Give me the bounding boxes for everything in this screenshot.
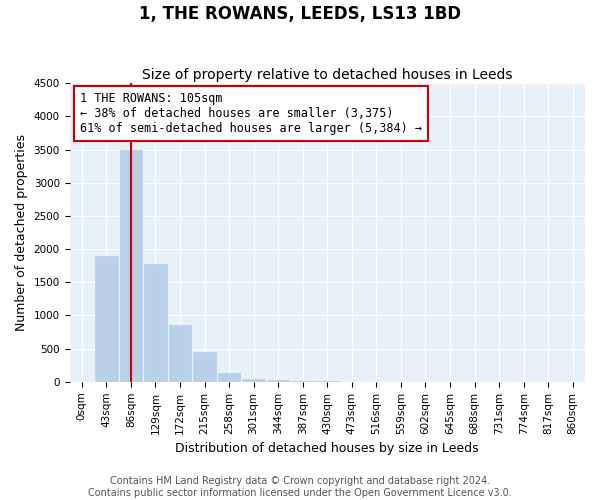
Bar (119, 150, 142, 382)
Bar (292, 381, 314, 382)
Text: 1 THE ROWANS: 105sqm
← 38% of detached houses are smaller (3,375)
61% of semi-de: 1 THE ROWANS: 105sqm ← 38% of detached h… (80, 92, 422, 135)
Bar (169, 326, 191, 382)
Bar (242, 378, 265, 382)
Title: Size of property relative to detached houses in Leeds: Size of property relative to detached ho… (142, 68, 512, 82)
Text: Contains HM Land Registry data © Crown copyright and database right 2024.
Contai: Contains HM Land Registry data © Crown c… (88, 476, 512, 498)
Bar (267, 380, 289, 382)
Bar (218, 373, 241, 382)
Bar (95, 256, 118, 382)
X-axis label: Distribution of detached houses by size in Leeds: Distribution of detached houses by size … (175, 442, 479, 455)
Y-axis label: Number of detached properties: Number of detached properties (15, 134, 28, 331)
Bar (144, 264, 167, 382)
Text: 1, THE ROWANS, LEEDS, LS13 1BD: 1, THE ROWANS, LEEDS, LS13 1BD (139, 5, 461, 23)
Bar (193, 352, 216, 382)
